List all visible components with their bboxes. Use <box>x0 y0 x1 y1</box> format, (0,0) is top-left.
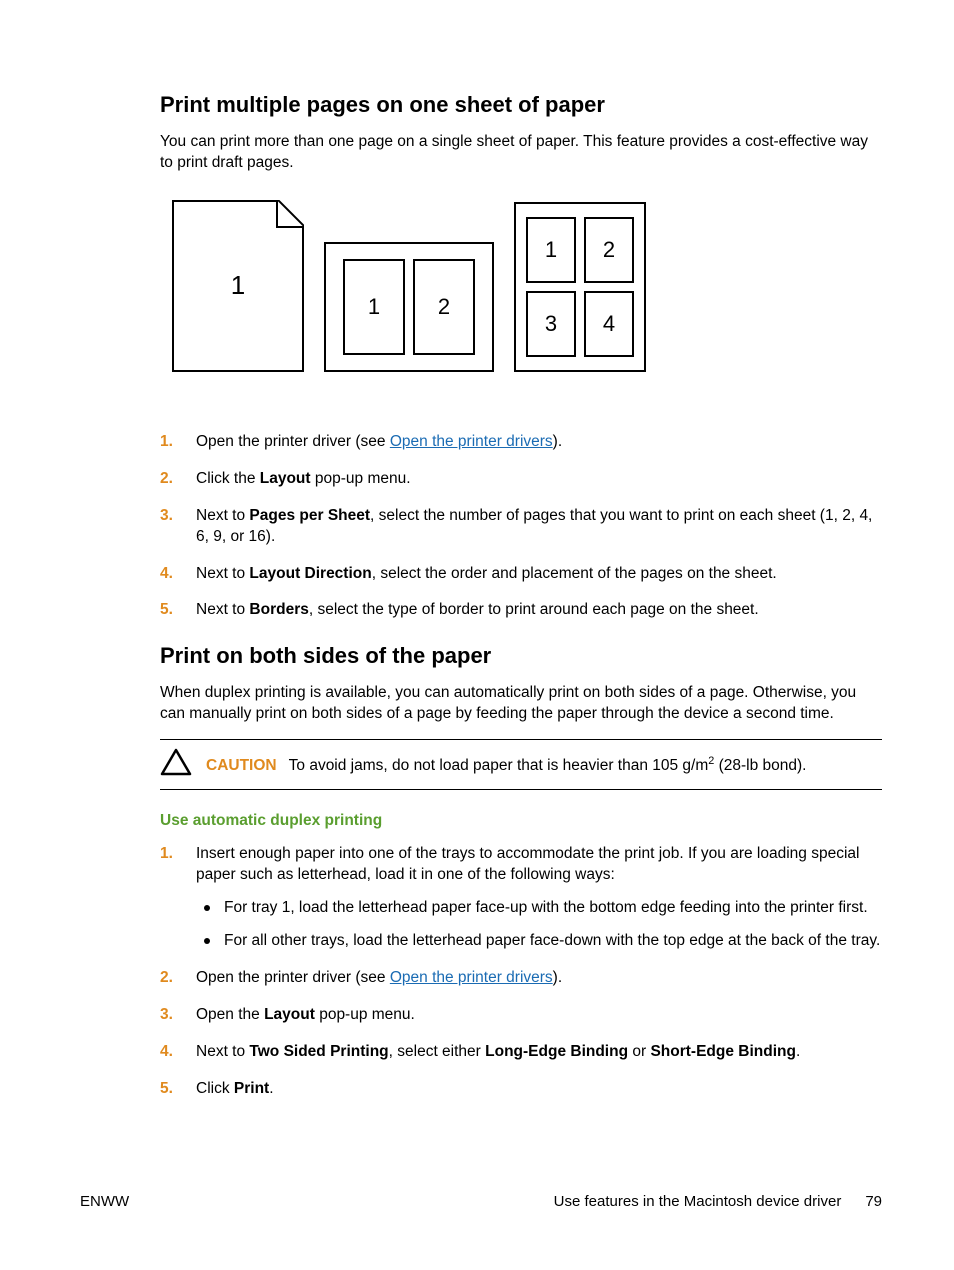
step-text: , select either <box>389 1043 486 1060</box>
section1-intro: You can print more than one page on a si… <box>160 132 882 174</box>
diagram-cell: 1 <box>343 259 405 355</box>
step-text: Open the <box>196 1006 264 1023</box>
step-text: . <box>796 1043 800 1060</box>
step-text: Next to <box>196 601 249 618</box>
bullet-text: For all other trays, load the letterhead… <box>224 932 880 949</box>
diagram-cell-label: 2 <box>438 294 450 320</box>
footer-page-number: 79 <box>865 1193 882 1210</box>
step-text: Open the printer driver (see <box>196 433 390 450</box>
step-text: , select the type of border to print aro… <box>309 601 759 618</box>
step-bold: Long-Edge Binding <box>485 1043 628 1060</box>
caution-icon <box>160 748 192 781</box>
step-text: . <box>269 1080 273 1097</box>
nup-diagram: 1 1 2 1 2 3 4 <box>172 200 882 372</box>
footer-section-title: Use features in the Macintosh device dri… <box>554 1193 842 1210</box>
step-item: Click Print. <box>160 1079 882 1100</box>
step-bold: Print <box>234 1080 269 1097</box>
step-text: or <box>628 1043 650 1060</box>
steps-list-1: Open the printer driver (see Open the pr… <box>160 432 882 622</box>
bullet-item: For tray 1, load the letterhead paper fa… <box>196 898 882 919</box>
step-bold: Layout Direction <box>249 565 371 582</box>
step-item: Click the Layout pop-up menu. <box>160 469 882 490</box>
diagram-sheet-2up: 1 2 <box>324 242 494 372</box>
diagram-cell: 1 <box>526 217 576 283</box>
step-bold: Layout <box>264 1006 315 1023</box>
step-text: pop-up menu. <box>311 470 411 487</box>
step-text: Insert enough paper into one of the tray… <box>196 845 859 883</box>
diagram-cell-label: 3 <box>545 311 557 337</box>
step-item: Open the printer driver (see Open the pr… <box>160 432 882 453</box>
diagram-cell-label: 2 <box>603 237 615 263</box>
step-item: Next to Layout Direction, select the ord… <box>160 564 882 585</box>
bullet-item: For all other trays, load the letterhead… <box>196 931 882 952</box>
diagram-cell: 3 <box>526 291 576 357</box>
steps-list-2: Insert enough paper into one of the tray… <box>160 844 882 1099</box>
step-text: Click the <box>196 470 260 487</box>
step-text: ). <box>553 433 562 450</box>
open-drivers-link[interactable]: Open the printer drivers <box>390 969 553 986</box>
diagram-sheet-4up: 1 2 3 4 <box>514 202 646 372</box>
section2-intro: When duplex printing is available, you c… <box>160 683 882 725</box>
page-footer: ENWW Use features in the Macintosh devic… <box>80 1193 882 1210</box>
step-bold: Layout <box>260 470 311 487</box>
caution-block: CAUTION To avoid jams, do not load paper… <box>160 739 882 790</box>
diagram-cell-label: 1 <box>231 270 245 301</box>
caution-body: To avoid jams, do not load paper that is… <box>289 757 709 774</box>
diagram-cell: 2 <box>413 259 475 355</box>
step-item: Next to Borders, select the type of bord… <box>160 600 882 621</box>
step-item: Open the printer driver (see Open the pr… <box>160 968 882 989</box>
caution-body: (28-lb bond). <box>714 757 806 774</box>
step-text: pop-up menu. <box>315 1006 415 1023</box>
diagram-cell-label: 1 <box>368 294 380 320</box>
document-page: Print multiple pages on one sheet of pap… <box>0 0 954 1270</box>
step-item: Next to Two Sided Printing, select eithe… <box>160 1042 882 1063</box>
step-bold: Pages per Sheet <box>249 507 370 524</box>
step-item: Insert enough paper into one of the tray… <box>160 844 882 952</box>
bullet-text: For tray 1, load the letterhead paper fa… <box>224 899 868 916</box>
step-text: Open the printer driver (see <box>196 969 390 986</box>
diagram-cell-label: 1 <box>545 237 557 263</box>
step-text: Next to <box>196 565 249 582</box>
diagram-sheet-1up: 1 <box>172 200 304 372</box>
step-item: Next to Pages per Sheet, select the numb… <box>160 506 882 548</box>
step-bold: Short-Edge Binding <box>650 1043 796 1060</box>
diagram-cell: 4 <box>584 291 634 357</box>
open-drivers-link[interactable]: Open the printer drivers <box>390 433 553 450</box>
step-bold: Two Sided Printing <box>249 1043 388 1060</box>
footer-left: ENWW <box>80 1193 129 1210</box>
section2-title: Print on both sides of the paper <box>160 643 882 669</box>
step-text: , select the order and placement of the … <box>372 565 777 582</box>
step-text: ). <box>553 969 562 986</box>
duplex-sub-heading: Use automatic duplex printing <box>160 812 882 830</box>
diagram-cell: 2 <box>584 217 634 283</box>
diagram-cell-label: 4 <box>603 311 615 337</box>
caution-label: CAUTION <box>206 757 277 774</box>
step-bullets: For tray 1, load the letterhead paper fa… <box>196 898 882 952</box>
step-text: Next to <box>196 1043 249 1060</box>
footer-right: Use features in the Macintosh device dri… <box>554 1193 882 1210</box>
step-text: Next to <box>196 507 249 524</box>
caution-text: CAUTION To avoid jams, do not load paper… <box>206 755 807 775</box>
step-text: Click <box>196 1080 234 1097</box>
section1-title: Print multiple pages on one sheet of pap… <box>160 92 882 118</box>
step-item: Open the Layout pop-up menu. <box>160 1005 882 1026</box>
step-bold: Borders <box>249 601 308 618</box>
